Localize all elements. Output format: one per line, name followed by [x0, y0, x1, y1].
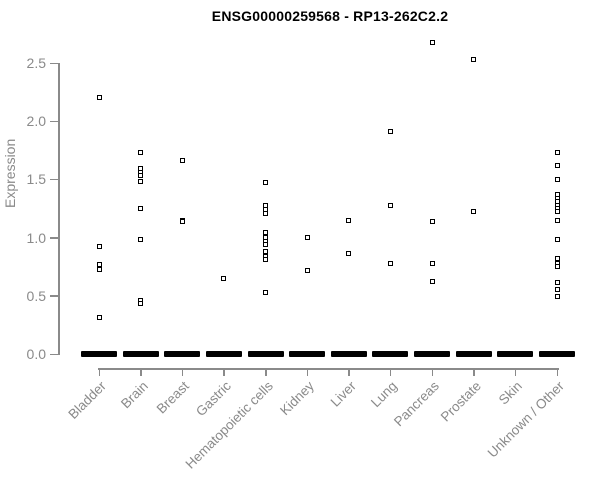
data-point — [263, 180, 269, 186]
data-point — [471, 209, 477, 215]
x-tick-mark — [431, 368, 434, 376]
zero-expression-bar — [455, 350, 492, 357]
data-point — [554, 256, 560, 262]
zero-expression-bar — [289, 350, 326, 357]
data-point — [387, 129, 393, 135]
zero-expression-bar — [164, 350, 201, 357]
zero-expression-bar — [330, 350, 367, 357]
y-tick-label: 2.5 — [26, 55, 46, 71]
data-point — [96, 315, 102, 321]
data-point — [429, 39, 435, 45]
x-tick-mark — [514, 368, 517, 376]
zero-expression-bar — [205, 350, 242, 357]
zero-expression-bar — [247, 350, 284, 357]
data-point — [263, 249, 269, 255]
zero-expression-bar — [81, 350, 117, 357]
x-tick-mark — [223, 368, 225, 376]
x-tick-mark — [140, 368, 142, 376]
data-point — [554, 294, 560, 300]
data-point — [554, 217, 560, 223]
data-point — [429, 260, 435, 266]
data-point — [96, 244, 102, 250]
x-axis-line — [98, 368, 560, 370]
data-point — [554, 237, 560, 243]
zero-expression-bar — [122, 350, 159, 357]
y-tick-label: 1.5 — [26, 171, 46, 188]
y-tick-label: 0.5 — [26, 287, 46, 304]
zero-expression-bar — [372, 350, 409, 357]
y-tick-mark — [50, 62, 58, 64]
y-tick-mark — [50, 237, 58, 239]
x-tick-mark — [98, 368, 100, 376]
data-point — [471, 57, 477, 62]
y-tick-label: 2.0 — [26, 113, 46, 130]
data-point — [429, 279, 435, 285]
data-point — [179, 218, 185, 224]
x-tick-mark — [389, 368, 392, 376]
data-point — [263, 242, 269, 248]
y-tick-mark — [50, 353, 58, 355]
data-point — [346, 251, 352, 257]
data-point — [138, 206, 144, 211]
zero-expression-bar — [414, 350, 451, 357]
x-tick-mark — [473, 368, 475, 376]
zero-expression-bar — [539, 350, 576, 357]
x-tick-mark — [181, 368, 184, 376]
y-tick-mark — [50, 120, 58, 123]
data-point — [221, 275, 227, 281]
data-point — [554, 209, 560, 215]
y-tick-label: 0.0 — [26, 346, 46, 362]
data-point — [263, 210, 269, 216]
x-tick-mark — [348, 368, 350, 376]
data-point — [138, 179, 144, 185]
data-point — [138, 173, 144, 179]
y-tick-label: 1.0 — [26, 229, 46, 246]
data-point — [387, 260, 393, 266]
x-tick-mark — [306, 368, 309, 376]
data-point — [304, 235, 310, 241]
data-point — [554, 176, 560, 182]
data-point — [554, 280, 560, 286]
data-point — [429, 218, 435, 224]
data-point — [554, 264, 560, 270]
data-point — [138, 237, 144, 243]
y-tick-mark — [50, 178, 58, 181]
data-point — [554, 287, 560, 293]
x-tick-mark — [265, 368, 267, 376]
y-tick-mark — [50, 295, 58, 297]
data-point — [387, 202, 393, 208]
data-point — [138, 301, 144, 307]
zero-expression-bar — [497, 350, 534, 357]
chart-title: ENSG00000259568 - RP13-262C2.2 — [211, 8, 449, 24]
data-point — [96, 261, 102, 267]
x-tick-mark — [556, 368, 559, 376]
data-point — [554, 150, 560, 156]
data-point — [554, 162, 560, 168]
data-point — [304, 267, 310, 273]
data-point — [346, 217, 352, 223]
data-point — [96, 266, 102, 272]
data-point — [263, 202, 269, 208]
data-point — [263, 257, 269, 263]
data-point — [263, 230, 269, 236]
data-point — [263, 289, 269, 295]
data-point — [96, 95, 102, 101]
data-point — [179, 158, 185, 164]
data-point — [138, 150, 144, 156]
y-axis-line — [58, 63, 60, 355]
